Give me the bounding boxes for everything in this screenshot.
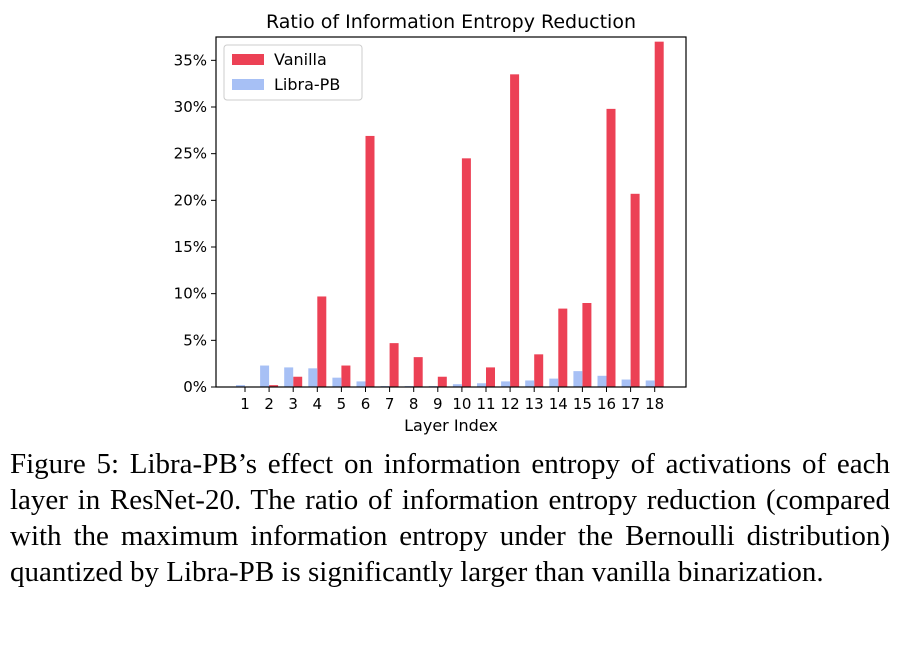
bar-libra-pb-11: [477, 383, 486, 387]
x-tick-label: 2: [264, 395, 274, 413]
x-tick-label: 3: [288, 395, 298, 413]
bar-vanilla-13: [534, 354, 544, 387]
bar-vanilla-18: [654, 41, 664, 388]
bar-vanilla-2: [269, 385, 279, 387]
legend-swatch-vanilla: [232, 54, 264, 65]
bar-vanilla-12: [510, 74, 520, 387]
chart-title: Ratio of Information Entropy Reduction: [266, 11, 636, 33]
bar-vanilla-5: [341, 365, 351, 387]
bar-vanilla-15: [582, 303, 592, 387]
x-tick-label: 1: [240, 395, 250, 413]
bars-group: [236, 41, 664, 388]
bar-libra-pb-17: [621, 379, 631, 387]
bar-vanilla-10: [461, 158, 471, 387]
plot-frame: [215, 36, 687, 388]
bar-chart: Ratio of Information Entropy Reduction 0…: [174, 11, 687, 435]
bar-libra-pb-1: [236, 385, 245, 387]
legend-label-vanilla: Vanilla: [274, 50, 327, 69]
legend: Vanilla Libra-PB: [223, 44, 363, 101]
x-tick-label: 10: [452, 395, 471, 413]
bar-libra-pb-3: [284, 367, 294, 387]
bar-vanilla-8: [413, 357, 423, 387]
bar-libra-pb-10: [452, 384, 462, 387]
bar-vanilla-4: [317, 296, 327, 387]
bar-vanilla-3: [293, 376, 303, 387]
y-tick-label: 35%: [174, 51, 207, 69]
x-tick-label: 6: [361, 395, 371, 413]
x-tick-label: 5: [337, 395, 347, 413]
x-tick-label: 15: [573, 395, 592, 413]
bar-libra-pb-5: [332, 377, 342, 387]
x-tick-label: 11: [476, 395, 495, 413]
bar-libra-pb-2: [260, 365, 270, 387]
bar-libra-pb-16: [597, 375, 607, 387]
bar-libra-pb-13: [525, 380, 535, 387]
figure-caption: Figure 5: Libra-PB’s effect on informati…: [10, 448, 890, 588]
legend-swatch-libra-pb: [232, 79, 264, 90]
x-tick-label: 8: [409, 395, 419, 413]
y-tick-label: 30%: [174, 98, 207, 116]
y-tick-label: 10%: [174, 285, 207, 303]
x-tick-label: 14: [549, 395, 568, 413]
x-tick-label: 9: [433, 395, 443, 413]
y-tick-label: 20%: [174, 191, 207, 209]
x-tick-label: 4: [313, 395, 323, 413]
bar-vanilla-17: [630, 193, 640, 387]
bar-vanilla-16: [606, 108, 616, 387]
bar-vanilla-14: [558, 308, 568, 387]
bar-vanilla-9: [437, 376, 447, 387]
x-axis-label: Layer Index: [404, 416, 498, 435]
bar-libra-pb-12: [501, 381, 511, 387]
x-tick-label: 13: [525, 395, 544, 413]
legend-label-libra-pb: Libra-PB: [274, 75, 340, 94]
bar-vanilla-7: [389, 343, 399, 387]
bar-libra-pb-18: [645, 380, 655, 387]
y-tick-label: 5%: [183, 331, 207, 349]
x-tick-label: 12: [501, 395, 520, 413]
x-tick-label: 7: [385, 395, 395, 413]
x-axis: 1 2 3 4 5 6 7 8 9 10 11 12 13 14 15 16 17 18: [240, 387, 664, 413]
bar-libra-pb-15: [573, 371, 583, 387]
bar-libra-pb-6: [356, 381, 366, 387]
y-axis: 0% 5% 10% 15% 20% 25% 30% 35%: [174, 51, 216, 396]
x-tick-label: 16: [597, 395, 616, 413]
x-tick-label: 17: [621, 395, 640, 413]
bar-libra-pb-4: [308, 368, 318, 387]
bar-libra-pb-14: [549, 378, 559, 387]
y-tick-label: 15%: [174, 238, 207, 256]
bar-vanilla-6: [365, 135, 375, 387]
y-tick-label: 0%: [183, 378, 207, 396]
y-tick-label: 25%: [174, 145, 207, 163]
x-tick-label: 18: [645, 395, 664, 413]
bar-vanilla-11: [486, 367, 495, 387]
